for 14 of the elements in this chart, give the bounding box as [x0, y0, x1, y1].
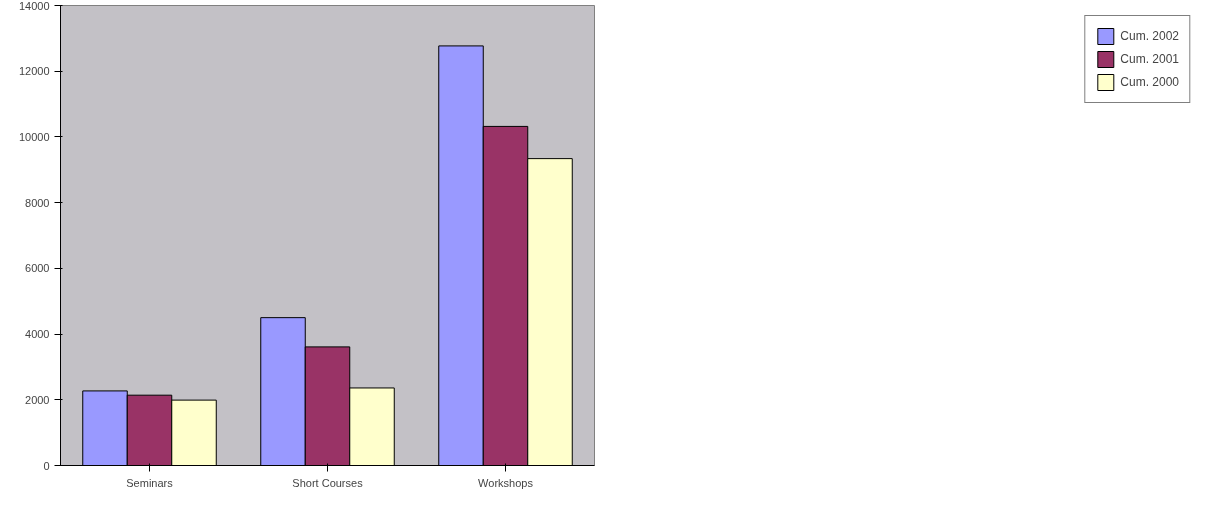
x-tick-label: Short Courses — [292, 476, 364, 489]
x-tick-label: Workshops — [478, 476, 534, 489]
legend-label: Cum. 2000 — [1120, 75, 1179, 89]
y-tick-label: 8000 — [25, 196, 50, 209]
y-tick-label: 10000 — [18, 130, 50, 143]
y-tick-label: 0 — [43, 459, 50, 472]
y-tick-label: 4000 — [25, 328, 50, 341]
x-tick-label: Seminars — [126, 476, 174, 489]
y-tick-label: 2000 — [25, 393, 50, 406]
legend-label: Cum. 2001 — [1120, 52, 1179, 66]
y-tick-label: 6000 — [25, 262, 50, 275]
legend-label: Cum. 2002 — [1120, 29, 1179, 43]
y-tick-label: 14000 — [18, 0, 50, 12]
y-tick-label: 12000 — [18, 65, 50, 78]
